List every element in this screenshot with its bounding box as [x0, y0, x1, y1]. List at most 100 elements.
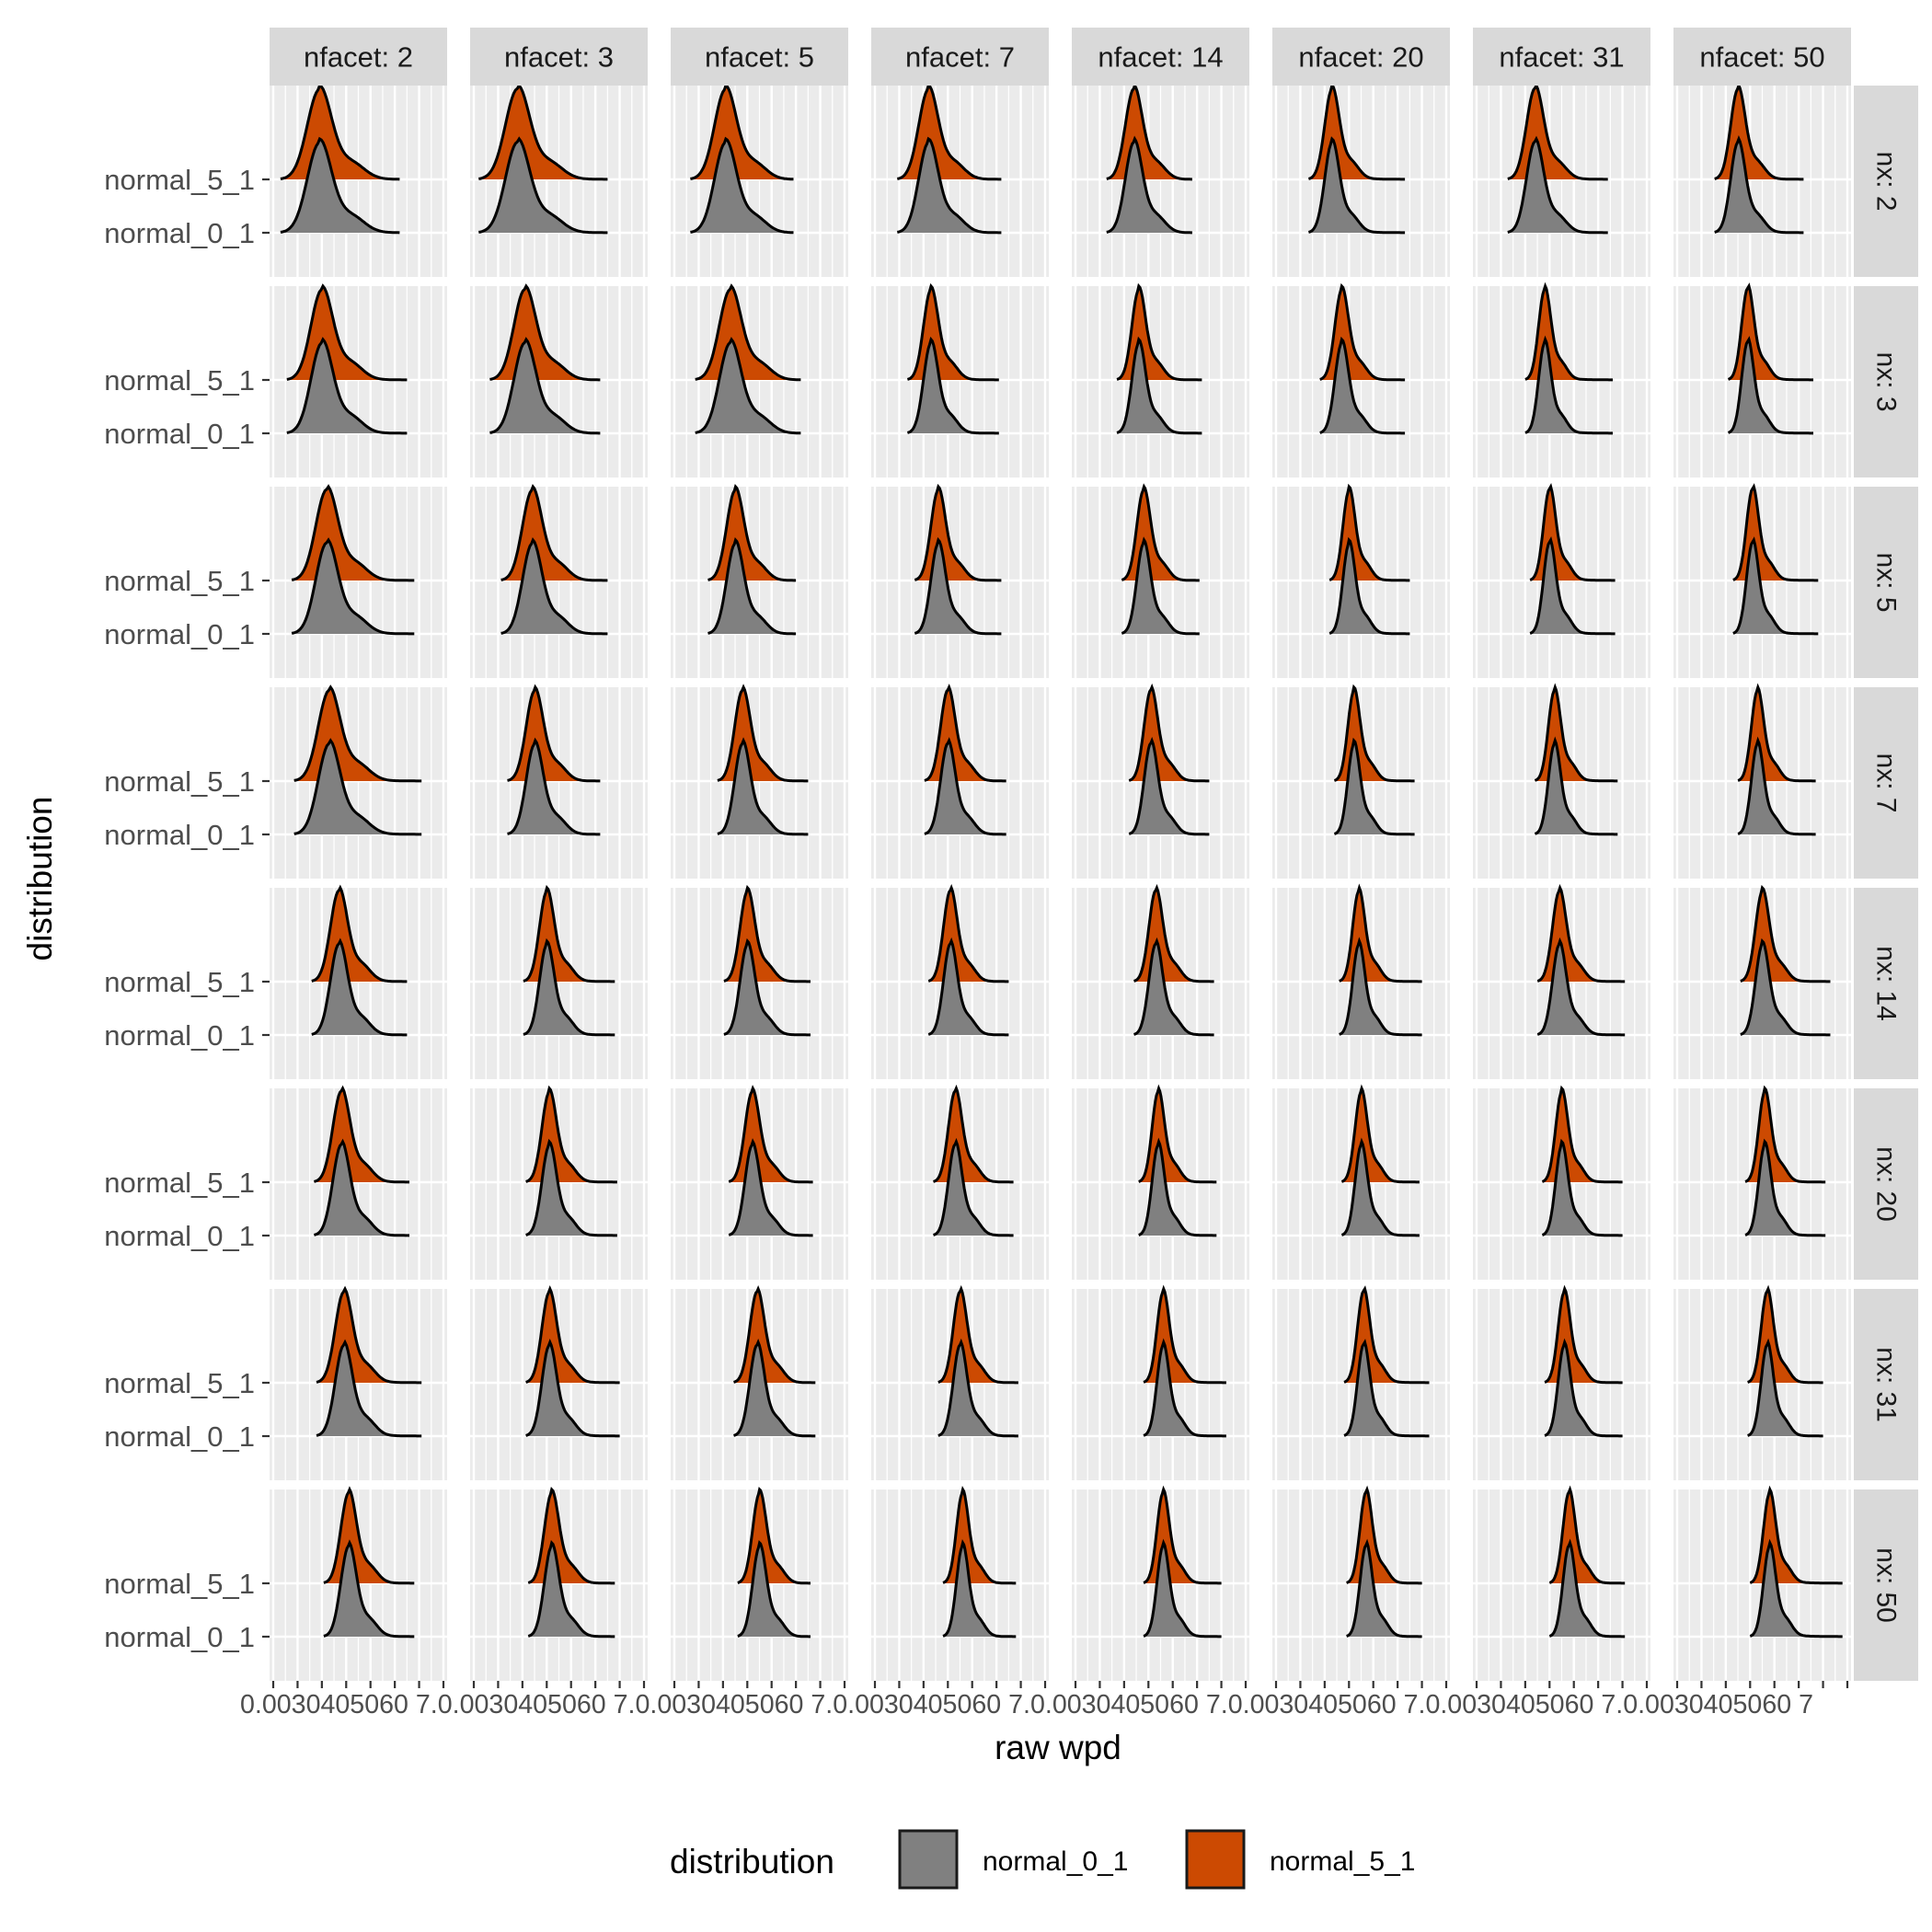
row-strip-layer: nx: 2 nx: 3 nx: 5 nx: 7 nx: 14 nx: 20 nx: 31 nx…	[1854, 86, 1918, 1681]
row-strip-nx-3: nx: 3	[1854, 286, 1918, 477]
panel-nx-14-nfacet-3	[470, 884, 648, 1079]
panel-nx-31-nfacet-2	[270, 1285, 447, 1480]
y-tick-label-normal-0-1: normal_0_1	[104, 1420, 255, 1453]
y-tick-label-normal-5-1: normal_5_1	[104, 765, 255, 798]
column-strip-nfacet-20: nfacet: 20	[1272, 28, 1450, 86]
column-strip-nfacet-14: nfacet: 14	[1072, 28, 1249, 86]
density-normal-5-1-line	[937, 1284, 1018, 1385]
panel-nx-14-nfacet-50	[1673, 884, 1851, 1079]
density-normal-0-1-area	[280, 139, 400, 233]
density-normal-5-1-line	[478, 83, 608, 181]
density-normal-5-1-line	[1143, 1485, 1222, 1585]
density-normal-0-1-line	[1544, 1338, 1623, 1438]
density-normal-5-1-line	[942, 1485, 1017, 1585]
density-normal-5-1-line	[717, 684, 809, 783]
density-normal-0-1-line	[1128, 736, 1210, 836]
panel-nx-14-nfacet-5	[671, 884, 848, 1079]
density-normal-0-1-line	[1143, 1538, 1222, 1639]
density-normal-0-1-area	[1346, 1543, 1422, 1637]
panel-nx-5-nfacet-5	[671, 483, 848, 678]
panel-nx-14-nfacet-20	[1272, 883, 1450, 1079]
density-normal-5-1-line	[897, 83, 1002, 181]
density-normal-0-1-line	[1308, 136, 1406, 235]
density-normal-0-1-line	[1343, 1339, 1430, 1438]
density-normal-5-1-line	[323, 1486, 415, 1585]
y-axis-title: distribution	[21, 797, 59, 961]
density-normal-0-1-line	[1333, 737, 1415, 836]
row-strip-label: nx: 5	[1871, 552, 1902, 612]
legend-label-normal-0-1: normal_0_1	[983, 1846, 1128, 1877]
density-normal-5-1-line	[1749, 1485, 1843, 1585]
density-normal-0-1-line	[323, 1539, 415, 1639]
density-normal-5-1-line	[1529, 483, 1616, 582]
y-tick-label-normal-5-1: normal_5_1	[104, 565, 255, 597]
density-normal-5-1-line	[1744, 1085, 1826, 1184]
density-normal-0-1-line	[478, 136, 608, 235]
density-normal-0-1-area	[1747, 1342, 1823, 1436]
density-normal-0-1-line	[737, 1540, 811, 1639]
legend-key-normal-5-1	[1185, 1829, 1246, 1890]
y-tick-label-normal-5-1: normal_5_1	[104, 1367, 255, 1399]
density-normal-0-1-area	[1144, 1543, 1222, 1637]
x-axis-title: raw wpd	[995, 1729, 1121, 1766]
row-strip-label: nx: 20	[1871, 1146, 1902, 1222]
panel-nx-7-nfacet-31	[1473, 683, 1650, 879]
density-normal-5-1-line	[1143, 1284, 1226, 1385]
row-strip-background	[1854, 888, 1918, 1079]
panel-nx-7-nfacet-14	[1072, 683, 1249, 879]
density-normal-0-1-line	[293, 738, 422, 836]
panel-nx-50-nfacet-5	[671, 1487, 848, 1681]
density-normal-0-1-line	[291, 537, 415, 636]
y-tick-label-normal-0-1: normal_0_1	[104, 819, 255, 851]
density-normal-0-1-area	[311, 941, 408, 1035]
panel-nx-2-nfacet-2	[270, 83, 447, 277]
density-normal-0-1-area	[293, 741, 422, 834]
density-normal-0-1-line	[1138, 1137, 1217, 1237]
panel-nx-5-nfacet-7	[871, 483, 1049, 678]
density-normal-0-1-area	[1339, 941, 1422, 1035]
density-normal-0-1-area	[478, 139, 608, 233]
density-normal-0-1-line	[525, 1138, 617, 1237]
panel-nx-31-nfacet-5	[671, 1285, 848, 1480]
row-strip-background	[1854, 1489, 1918, 1681]
panel-nx-20-nfacet-5	[671, 1085, 848, 1280]
column-strip-background	[671, 28, 848, 86]
column-strip-nfacet-3: nfacet: 3	[470, 28, 648, 86]
column-strip-nfacet-5: nfacet: 5	[671, 28, 848, 86]
panel-nx-5-nfacet-31	[1473, 483, 1650, 678]
y-tick-label-normal-0-1: normal_0_1	[104, 1019, 255, 1052]
density-normal-0-1-area	[1542, 1142, 1623, 1236]
panel-nx-50-nfacet-50	[1673, 1485, 1851, 1681]
density-normal-5-1-area	[690, 86, 794, 179]
panel-nx-2-nfacet-5	[671, 83, 848, 277]
row-strip-label: nx: 14	[1871, 946, 1902, 1021]
density-normal-5-1-line	[1534, 683, 1618, 783]
density-normal-0-1-line	[1133, 937, 1214, 1037]
density-normal-5-1-line	[723, 884, 811, 983]
column-strip-layer: nfacet: 2 nfacet: 3 nfacet: 5 nfacet: 7 nfac…	[270, 28, 1851, 86]
density-normal-0-1-area	[1537, 941, 1626, 1035]
y-tick-label-normal-5-1: normal_5_1	[104, 164, 255, 196]
column-strip-label: nfacet: 3	[504, 41, 614, 74]
density-normal-5-1-line	[695, 283, 801, 382]
row-strip-background	[1854, 1088, 1918, 1280]
density-normal-0-1-line	[507, 737, 601, 836]
row-strip-label: nx: 31	[1871, 1347, 1902, 1422]
density-normal-0-1-area	[1524, 339, 1613, 433]
density-normal-0-1-area	[314, 1142, 409, 1236]
density-normal-0-1-line	[525, 1339, 620, 1438]
density-normal-5-1-line	[1714, 82, 1804, 181]
row-strip-nx-2: nx: 2	[1854, 86, 1918, 277]
density-normal-0-1-area	[525, 1142, 617, 1236]
panel-nx-2-nfacet-31	[1473, 82, 1650, 277]
density-normal-5-1-line	[1343, 1285, 1430, 1385]
density-normal-0-1-line	[690, 136, 794, 235]
x-tick-labels: 0.0030405060 7.0.0030405060 7.0.00304050…	[240, 1690, 1813, 1719]
density-normal-0-1-area	[723, 941, 811, 1035]
density-normal-0-1-line	[1534, 736, 1618, 836]
density-normal-5-1-line	[1732, 483, 1819, 582]
row-strip-background	[1854, 286, 1918, 477]
density-normal-5-1-line	[527, 1486, 615, 1585]
density-normal-0-1-line	[733, 1339, 816, 1438]
